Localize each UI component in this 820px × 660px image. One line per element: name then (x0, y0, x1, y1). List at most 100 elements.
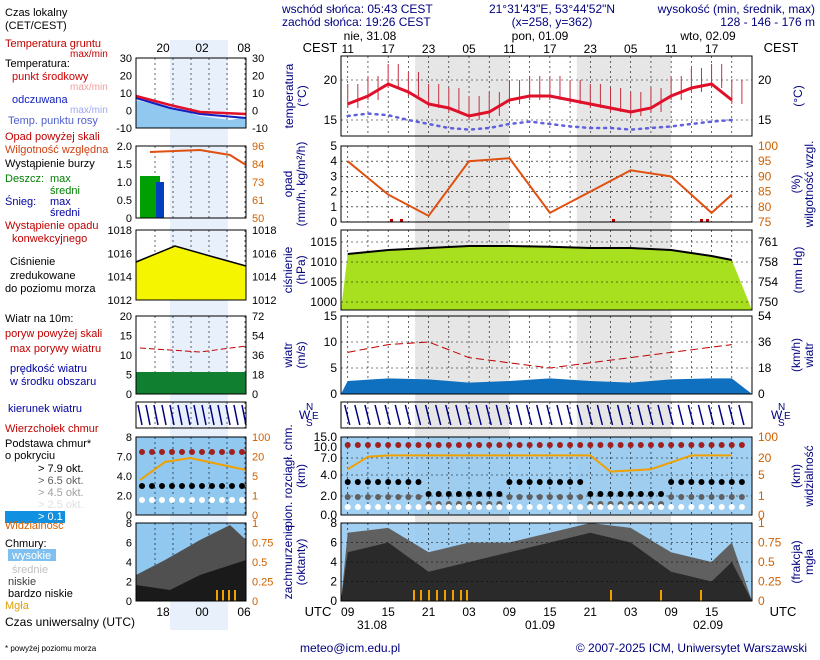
legend-cloud-dot (239, 497, 245, 503)
cloud-base-dot (607, 504, 614, 510)
tick-label: 7.0 (320, 451, 337, 465)
cloud-base-dot (617, 504, 624, 510)
hour-tick-bottom: 21 (584, 605, 598, 619)
legend-soil-temp: Temperatura gruntu (5, 38, 101, 50)
dewpoint-line (346, 112, 734, 131)
legend-cloud-dot (189, 449, 195, 455)
legend-fog-bar (222, 590, 224, 601)
tick-label: 20 (324, 73, 338, 87)
elevation-values: 128 - 146 - 176 m (720, 15, 815, 29)
cloud-base-dot (536, 479, 543, 485)
legend-tick: 20 (120, 311, 132, 323)
cloud-base-dot (486, 504, 493, 510)
legend-tick: 2.0 (117, 491, 132, 503)
axis-title-line: (°C) (791, 85, 805, 106)
legend-cloud-dot (159, 497, 165, 503)
cest-label-left: CEST (303, 40, 338, 55)
night-band (415, 56, 510, 601)
tick-label: 0 (758, 387, 765, 401)
hour-tick-bottom: 15 (381, 605, 395, 619)
wind-arrow (374, 404, 381, 426)
axis-title-line: pion. rozciągł. chm. (281, 424, 295, 527)
cloud-top-dot (708, 442, 715, 448)
legend-cloud-dot (159, 449, 165, 455)
legend-wind-arrow (193, 404, 199, 426)
legend-snow-bar (156, 182, 164, 218)
cloud-base-dot (415, 479, 422, 485)
tick-label: 10.0 (314, 440, 338, 454)
legend-cloud-dot (179, 483, 185, 489)
cloud-base-dot (577, 479, 584, 485)
cloud-top-dot (556, 442, 563, 448)
wind-arrow (546, 404, 553, 426)
legend-tick: 1 (252, 491, 258, 503)
cloud-top-dot (415, 442, 422, 448)
legend-tick: 1014 (252, 272, 276, 284)
tick-label: 8 (330, 516, 337, 530)
legend-tick: 30 (252, 53, 264, 65)
tick-label: 20 (758, 73, 772, 87)
night-band (576, 56, 672, 601)
coords-text: 21°31'43"E, 53°44'52"N (489, 2, 615, 16)
cloud-base-dot (647, 491, 654, 497)
cloud-base-dot (395, 479, 402, 485)
tick-label: 20 (758, 451, 772, 465)
wind-arrow (637, 404, 644, 426)
hour-tick-bottom: 03 (624, 605, 638, 619)
cest-label-right: CEST (764, 40, 799, 55)
wind-arrow (455, 404, 462, 426)
legend-tick: 72 (252, 311, 264, 323)
tick-label: 3 (330, 169, 337, 183)
cloud-base-dot (577, 494, 584, 500)
tick-label: 2 (330, 185, 337, 199)
tick-label: 15.0 (314, 430, 338, 444)
legend-tick: 61 (252, 195, 264, 207)
legend-local-tick: 20 (156, 41, 170, 55)
cloud-top-dot (385, 442, 392, 448)
legend-column: Czas lokalny (CET/CEST) 20 02 08 Tempera… (5, 7, 276, 653)
legend-tick: 4 (126, 557, 132, 569)
hour-tick-top: 05 (462, 42, 476, 56)
wind-arrow (667, 404, 674, 426)
wind-arrow (697, 404, 705, 426)
legend-humidity-line (149, 148, 247, 166)
date-label: 31.08 (357, 618, 387, 632)
conv-precip-marker (706, 219, 709, 222)
hour-tick-top: 17 (543, 42, 557, 56)
legend-tick: 4.0 (117, 471, 132, 483)
cloud-base-dot (597, 504, 604, 510)
legend-tick: 2 (126, 577, 132, 589)
cloud-base-dot (658, 491, 665, 497)
axis-title-line: (km/h) (789, 338, 803, 372)
legend-cloud-dot (189, 497, 195, 503)
hour-tick-bottom: 09 (664, 605, 678, 619)
legend-pressure-line (135, 245, 247, 267)
cloud-base-dot (395, 504, 402, 510)
legend-high: wysokie (11, 550, 51, 562)
cloud-panel-bg (341, 437, 752, 515)
cloud-base-dot (728, 494, 735, 500)
cloud-base-dot (476, 504, 483, 510)
legend-tick: 1018 (108, 225, 132, 237)
wind-arrow (596, 404, 604, 426)
cloud-base-dot (546, 479, 553, 485)
legend-cover-low (136, 560, 246, 601)
hour-tick-top: 11 (665, 42, 678, 56)
cloud-top-dot (476, 442, 483, 448)
tick-label: 5 (330, 139, 337, 153)
cloud-top-dot (647, 442, 654, 448)
axis-title-unit: wiatr (802, 342, 816, 368)
legend-cloud-dot (169, 497, 175, 503)
legend-tick: 0.25 (252, 577, 273, 589)
cloud-base-dot (364, 479, 371, 485)
legend-cloud-base1: Podstawa chmur* (5, 438, 92, 450)
legend-cloud-dot (209, 449, 215, 455)
cloud-base-dot (405, 504, 412, 510)
legend-cloud-dot (149, 449, 155, 455)
legend-precip-above: Opad powyżej skali (5, 131, 100, 143)
legend-cloud-dot (139, 449, 145, 455)
wind-gust-line (347, 341, 732, 369)
footer-email[interactable]: meteo@icm.edu.pl (300, 641, 400, 655)
cloud-base-dot (668, 504, 675, 510)
